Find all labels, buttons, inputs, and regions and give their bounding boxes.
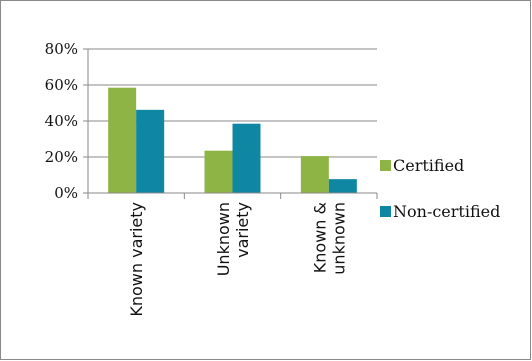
x-category-label-line: variety xyxy=(233,202,252,258)
x-category-label-line: Unknown xyxy=(214,202,233,276)
x-category-label: Unknown variety xyxy=(214,202,252,276)
x-category-label: Known variety xyxy=(127,202,146,317)
legend-label: Non-certified xyxy=(393,202,500,221)
y-tick-label: 40% xyxy=(45,112,78,130)
bar-non-certified-1 xyxy=(136,109,165,193)
legend: Certified Non-certified xyxy=(380,156,500,221)
bar-certified-3 xyxy=(300,156,329,193)
x-category-label-line: Known variety xyxy=(127,202,146,317)
y-tick-label: 60% xyxy=(45,76,78,94)
legend-swatch xyxy=(380,160,391,171)
bar-non-certified-2 xyxy=(232,123,261,193)
y-axis-ticks: 0% 20% 40% 60% 80% xyxy=(45,40,88,202)
bar-non-certified-3 xyxy=(328,179,357,193)
legend-label: Certified xyxy=(393,156,464,175)
y-tick-label: 20% xyxy=(45,148,78,166)
x-axis-categories: Known variety Unknown variety Known & unknow… xyxy=(127,202,348,317)
x-category-label: Known & unknown xyxy=(310,202,348,275)
bars xyxy=(108,87,357,193)
y-tick-label: 80% xyxy=(45,40,78,58)
bar-certified-2 xyxy=(204,150,233,193)
y-tick-label: 0% xyxy=(54,184,78,202)
x-category-label-line: Known & xyxy=(310,202,329,273)
bar-certified-1 xyxy=(108,87,137,193)
x-category-label-line: unknown xyxy=(329,202,348,275)
legend-swatch xyxy=(380,206,391,217)
